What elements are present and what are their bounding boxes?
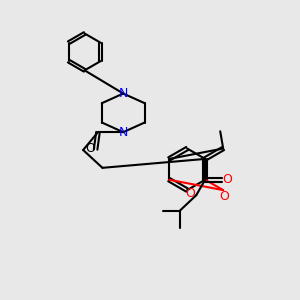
Text: N: N — [118, 87, 128, 100]
Text: O: O — [85, 142, 95, 155]
Text: O: O — [223, 173, 232, 186]
Text: N: N — [118, 126, 128, 139]
Text: O: O — [185, 187, 195, 200]
Text: O: O — [220, 190, 230, 203]
